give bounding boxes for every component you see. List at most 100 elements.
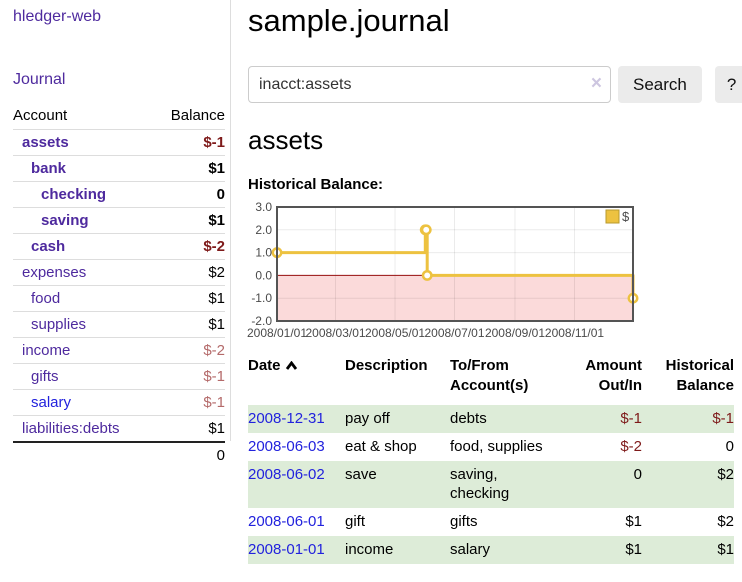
account-link[interactable]: gifts xyxy=(13,363,154,390)
transaction-historical-balance: $2 xyxy=(717,513,734,530)
app-brand-link[interactable]: hledger-web xyxy=(13,8,102,25)
help-button[interactable]: ? xyxy=(714,66,742,103)
account-link[interactable]: cash xyxy=(13,233,154,260)
transaction-description: pay off xyxy=(345,410,390,427)
chart-label: Historical Balance: xyxy=(248,176,384,193)
page-title: sample.journal xyxy=(248,3,450,38)
transaction-description: gift xyxy=(345,513,366,530)
account-balance: $-1 xyxy=(153,363,225,390)
account-row-income: income $-2 xyxy=(13,337,225,364)
account-link[interactable]: salary xyxy=(13,389,154,416)
register-header-date[interactable]: Date xyxy=(248,356,345,405)
account-balance: $-1 xyxy=(153,389,225,416)
register-header-historical: Historical Balance xyxy=(665,357,734,394)
transaction-historical-balance: $2 xyxy=(717,466,734,483)
account-heading: assets xyxy=(248,125,324,155)
transaction-historical-balance: $-1 xyxy=(712,410,734,427)
transaction-description: income xyxy=(345,541,394,558)
svg-text:2008/01/01: 2008/01/01 xyxy=(247,326,307,340)
svg-text:$: $ xyxy=(622,209,630,224)
main-content: sample.journal × Search ? assets Histori… xyxy=(247,0,742,564)
account-balance: $1 xyxy=(153,311,225,338)
account-balance: $1 xyxy=(153,155,225,182)
svg-text:2008/11/01: 2008/11/01 xyxy=(545,326,604,340)
account-link[interactable]: income xyxy=(13,337,154,364)
account-balance: $1 xyxy=(153,207,225,234)
account-row-checking: checking 0 xyxy=(13,181,225,208)
transaction-date-link[interactable]: 2008-06-01 xyxy=(248,513,325,530)
transaction-amount: $-1 xyxy=(620,410,642,427)
account-balance: $2 xyxy=(153,259,225,286)
sidebar-item-journal[interactable]: Journal xyxy=(13,71,66,88)
register-row: 2008-01-01 income salary $1 $1 xyxy=(248,536,734,564)
svg-text:-1.0: -1.0 xyxy=(251,291,272,305)
account-balance: $1 xyxy=(153,285,225,312)
svg-text:3.0: 3.0 xyxy=(255,200,272,214)
account-row-expenses: expenses $2 xyxy=(13,259,225,286)
search-button[interactable]: Search xyxy=(618,66,702,103)
transaction-historical-balance: $1 xyxy=(717,541,734,558)
register-row: 2008-06-01 gift gifts $1 $2 xyxy=(248,508,734,536)
account-row-assets: assets $-1 xyxy=(13,129,225,156)
svg-text:0.0: 0.0 xyxy=(255,268,272,282)
account-balance: $-2 xyxy=(153,233,225,260)
account-link[interactable]: saving xyxy=(13,207,154,234)
accounts-header-balance: Balance xyxy=(170,107,225,124)
register-table: Date Description To/From Account(s) Amoun… xyxy=(248,356,734,564)
historical-balance-chart: $3.0 2.0 1.0 0.0 -1.0 -2.02008/01/012008/03/0… xyxy=(247,200,639,340)
account-link[interactable]: liabilities:debts xyxy=(13,415,154,442)
transaction-date-link[interactable]: 2008-06-02 xyxy=(248,466,325,483)
accounts-total-value: 0 xyxy=(153,441,225,468)
account-row-gifts: gifts $-1 xyxy=(13,363,225,390)
search-input[interactable] xyxy=(248,66,611,103)
register-header-row: Date Description To/From Account(s) Amoun… xyxy=(248,356,734,405)
transaction-date-link[interactable]: 2008-01-01 xyxy=(248,541,325,558)
account-row-food: food $1 xyxy=(13,285,225,312)
transaction-accounts: salary xyxy=(450,541,491,558)
transaction-description: save xyxy=(345,466,377,483)
clear-search-icon[interactable]: × xyxy=(590,73,602,94)
account-row-salary: salary $-1 xyxy=(13,389,225,416)
account-row-liabilities-debts: liabilities:debts $1 xyxy=(13,415,225,442)
account-link[interactable]: food xyxy=(13,285,154,312)
svg-text:2008/03/01: 2008/03/01 xyxy=(305,326,365,340)
transaction-historical-balance: 0 xyxy=(725,438,734,455)
accounts-total-row: 0 xyxy=(13,441,225,468)
accounts-table: Account Balance assets $-1 bank $1 check… xyxy=(13,102,225,468)
transaction-amount: 0 xyxy=(633,466,642,483)
account-link[interactable]: expenses xyxy=(13,259,154,286)
account-link[interactable]: assets xyxy=(13,129,154,156)
register-header-amount: Amount Out/In xyxy=(585,357,642,394)
transaction-accounts: saving, checking xyxy=(450,466,510,502)
transaction-date-link[interactable]: 2008-12-31 xyxy=(248,410,325,427)
search-bar: × Search ? xyxy=(248,66,742,103)
transaction-amount: $-2 xyxy=(620,438,642,455)
transaction-amount: $1 xyxy=(625,541,642,558)
account-row-supplies: supplies $1 xyxy=(13,311,225,338)
register-header-description: Description xyxy=(345,357,428,374)
svg-text:2.0: 2.0 xyxy=(255,223,272,237)
register-row: 2008-06-02 save saving, checking 0 $2 xyxy=(248,461,734,508)
account-balance: $-1 xyxy=(153,129,225,156)
account-row-bank: bank $1 xyxy=(13,155,225,182)
account-balance: $1 xyxy=(153,415,225,442)
transaction-date-link[interactable]: 2008-06-03 xyxy=(248,438,325,455)
account-link[interactable]: bank xyxy=(13,155,154,182)
account-balance: $-2 xyxy=(153,337,225,364)
svg-text:2008/05/01: 2008/05/01 xyxy=(365,326,425,340)
register-row: 2008-06-03 eat & shop food, supplies $-2… xyxy=(248,433,734,461)
transaction-description: eat & shop xyxy=(345,438,417,455)
account-balance: 0 xyxy=(153,181,225,208)
transaction-accounts: gifts xyxy=(450,513,478,530)
accounts-header-account: Account xyxy=(13,107,68,124)
account-link[interactable]: checking xyxy=(13,181,154,208)
account-link[interactable]: supplies xyxy=(13,311,154,338)
sidebar: hledger-web Journal Account Balance asse… xyxy=(0,0,231,468)
sort-asc-icon xyxy=(285,356,298,376)
svg-text:1.0: 1.0 xyxy=(255,246,272,260)
svg-text:2008/07/01: 2008/07/01 xyxy=(424,326,484,340)
transaction-accounts: debts xyxy=(450,410,487,427)
account-row-saving: saving $1 xyxy=(13,207,225,234)
register-header-tofrom: To/From Account(s) xyxy=(450,357,529,394)
svg-text:-2.0: -2.0 xyxy=(251,314,272,328)
